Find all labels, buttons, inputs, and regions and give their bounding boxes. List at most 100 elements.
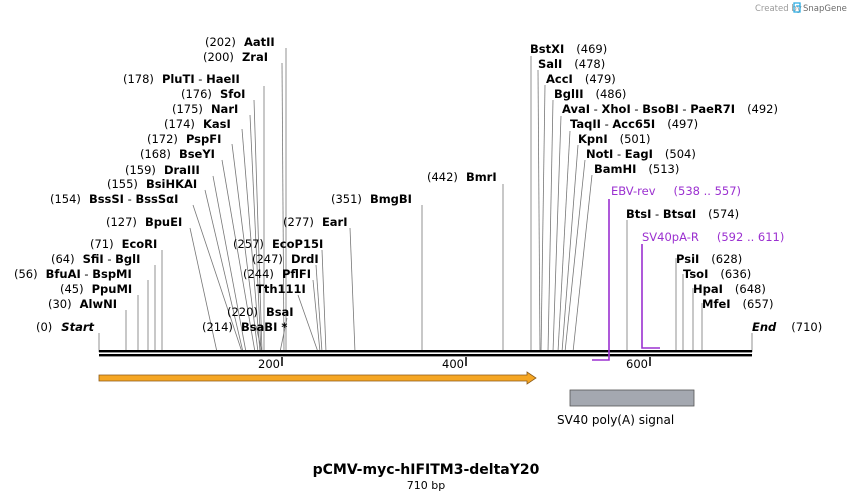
site-tsoi[interactable]: TsoI (636) xyxy=(683,267,751,281)
site-drdi[interactable]: (247) DrdI xyxy=(252,252,319,266)
svg-text:PsiI(628): PsiI (628) xyxy=(676,252,742,266)
feature-sv40-polya[interactable]: SV40 poly(A) signal xyxy=(557,389,695,427)
site-bsihkai[interactable]: (155) BsiHKAI xyxy=(107,177,197,191)
site-taqii[interactable]: TaqII - Acc65I (497) xyxy=(570,117,698,131)
site-position: (247) xyxy=(252,252,283,266)
site-eari[interactable]: (277) EarI xyxy=(283,215,348,229)
svg-text:(442)BmrI: (442) BmrI xyxy=(427,170,497,184)
site-position: (486) xyxy=(596,87,627,101)
site-ecori[interactable]: (71) EcoRI xyxy=(90,237,157,251)
primer-ebv-rev[interactable]: EBV-rev (538 .. 557) xyxy=(592,184,742,361)
site-psii[interactable]: PsiI (628) xyxy=(676,252,742,266)
site-name: PspFI xyxy=(186,132,221,146)
primer-range: (538 .. 557) xyxy=(674,184,742,198)
svg-text:BamHI(513): BamHI (513) xyxy=(594,162,679,176)
site-alwni[interactable]: (30) AlwNI xyxy=(48,297,117,311)
site-pflfi[interactable]: (244) PflFI xyxy=(243,267,311,281)
site-bseyi[interactable]: (168) BseYI xyxy=(140,147,215,161)
site-acci[interactable]: AccI (479) xyxy=(546,72,616,86)
site-position: (469) xyxy=(576,42,607,56)
site-position: (202) xyxy=(205,35,236,49)
site-name: SfoI xyxy=(220,87,245,101)
site-name: XhoI xyxy=(602,102,631,116)
site-name: TaqII xyxy=(570,117,601,131)
feature-orf-arrow[interactable] xyxy=(98,371,537,385)
site-position: (0) xyxy=(36,320,52,334)
site-bpuei[interactable]: (127) BpuEI xyxy=(106,215,182,229)
site-position: (244) xyxy=(243,267,274,281)
site-bglii[interactable]: BglII (486) xyxy=(554,87,626,101)
site-name: BssSI xyxy=(89,192,124,206)
site-name: EcoP15I xyxy=(272,237,323,251)
leader-lines xyxy=(98,48,753,353)
site-zrai[interactable]: (200) ZraI xyxy=(203,50,268,64)
site-name: ZraI xyxy=(242,50,268,64)
site-bsai[interactable]: (220) BsaI xyxy=(227,305,294,319)
site-name: AccI xyxy=(546,72,573,86)
svg-text:MfeI(657): MfeI (657) xyxy=(702,297,773,311)
svg-text:AccI(479): AccI (479) xyxy=(546,72,616,86)
site-aatii[interactable]: (202) AatII xyxy=(205,35,275,49)
site-mfei[interactable]: MfeI (657) xyxy=(702,297,773,311)
dna-backbone xyxy=(99,350,752,357)
site-nari[interactable]: (175) NarI xyxy=(172,102,238,116)
site-position: (220) xyxy=(227,305,258,319)
site-position: (127) xyxy=(106,215,137,229)
site-kpni[interactable]: KpnI (501) xyxy=(578,132,651,146)
site-kasi[interactable]: (174) KasI xyxy=(164,117,231,131)
site-bamhi[interactable]: BamHI (513) xyxy=(594,162,679,176)
site-bsabi[interactable]: (214) BsaBI * xyxy=(202,320,287,334)
site-btsi[interactable]: BtsI - BtsαI (574) xyxy=(626,207,739,221)
svg-text:(176)SfoI: (176) SfoI xyxy=(181,87,245,101)
map-length: 710 bp xyxy=(407,479,445,492)
site-position: (628) xyxy=(711,252,742,266)
site-position: (657) xyxy=(743,297,774,311)
site-pspfi[interactable]: (172) PspFI xyxy=(147,132,221,146)
end-start[interactable]: (0) Start xyxy=(36,320,95,334)
site-draiii[interactable]: (159) DraIII xyxy=(125,163,200,177)
svg-text:SalI(478): SalI (478) xyxy=(538,57,605,71)
site-bsssi[interactable]: (154) BssSI - BssSαI xyxy=(50,192,178,206)
site-sfoi[interactable]: (176) SfoI xyxy=(181,87,245,101)
site-name: BstXI xyxy=(530,42,564,56)
site-tth111i[interactable]: Tth111I xyxy=(256,282,306,296)
site-bfuai[interactable]: (56) BfuAI - BspMI xyxy=(14,267,132,281)
site-avai[interactable]: AvaI - XhoI - BsoBI - PaeR7I (492) xyxy=(562,102,778,116)
credit-brand: SnapGene xyxy=(803,4,847,14)
primer-sv40pa-r[interactable]: SV40pA-R (592 .. 611) xyxy=(641,230,784,349)
site-name: BsoBI xyxy=(642,102,679,116)
svg-text:SV40pA-R(592 .. 611): SV40pA-R (592 .. 611) xyxy=(642,230,784,244)
site-name: PpuMI xyxy=(92,282,133,296)
site-name: BsaBI * xyxy=(241,320,287,334)
site-bmri[interactable]: (442) BmrI xyxy=(427,170,497,184)
site-name: End xyxy=(752,320,777,334)
site-position: (710) xyxy=(791,320,822,334)
site-noti[interactable]: NotI - EagI (504) xyxy=(586,147,696,161)
svg-text:AvaI - XhoI - BsoBI - PaeR7I(4: AvaI - XhoI - BsoBI - PaeR7I (492) xyxy=(562,102,778,116)
site-ppumi[interactable]: (45) PpuMI xyxy=(60,282,132,296)
svg-text:(172)PspFI: (172) PspFI xyxy=(147,132,221,146)
site-name: SalI xyxy=(538,57,562,71)
site-name: BamHI xyxy=(594,162,636,176)
site-sfii[interactable]: (64) SfiI - BglI xyxy=(51,252,140,266)
site-position: (351) xyxy=(331,192,362,206)
site-position: (214) xyxy=(202,320,233,334)
site-name: BseYI xyxy=(179,147,215,161)
site-hpai[interactable]: HpaI (648) xyxy=(693,282,766,296)
site-sali[interactable]: SalI (478) xyxy=(538,57,605,71)
site-position: (64) xyxy=(51,252,75,266)
svg-text:HpaI(648): HpaI (648) xyxy=(693,282,766,296)
site-name: KpnI xyxy=(578,132,608,146)
site-pluti[interactable]: (178) PluTI - HaeII xyxy=(123,72,240,86)
site-name: HaeII xyxy=(206,72,240,86)
site-name: BglI xyxy=(115,252,140,266)
svg-text:(174)KasI: (174) KasI xyxy=(164,117,231,131)
site-position: (45) xyxy=(60,282,84,296)
site-bstxi[interactable]: BstXI (469) xyxy=(530,42,607,56)
site-ecop15i[interactable]: (257) EcoP15I xyxy=(233,237,323,251)
site-name: PsiI xyxy=(676,252,699,266)
svg-text:(127)BpuEI: (127) BpuEI xyxy=(106,215,182,229)
site-bmgbi[interactable]: (351) BmgBI xyxy=(331,192,412,206)
end-end[interactable]: End (710) xyxy=(752,320,822,334)
